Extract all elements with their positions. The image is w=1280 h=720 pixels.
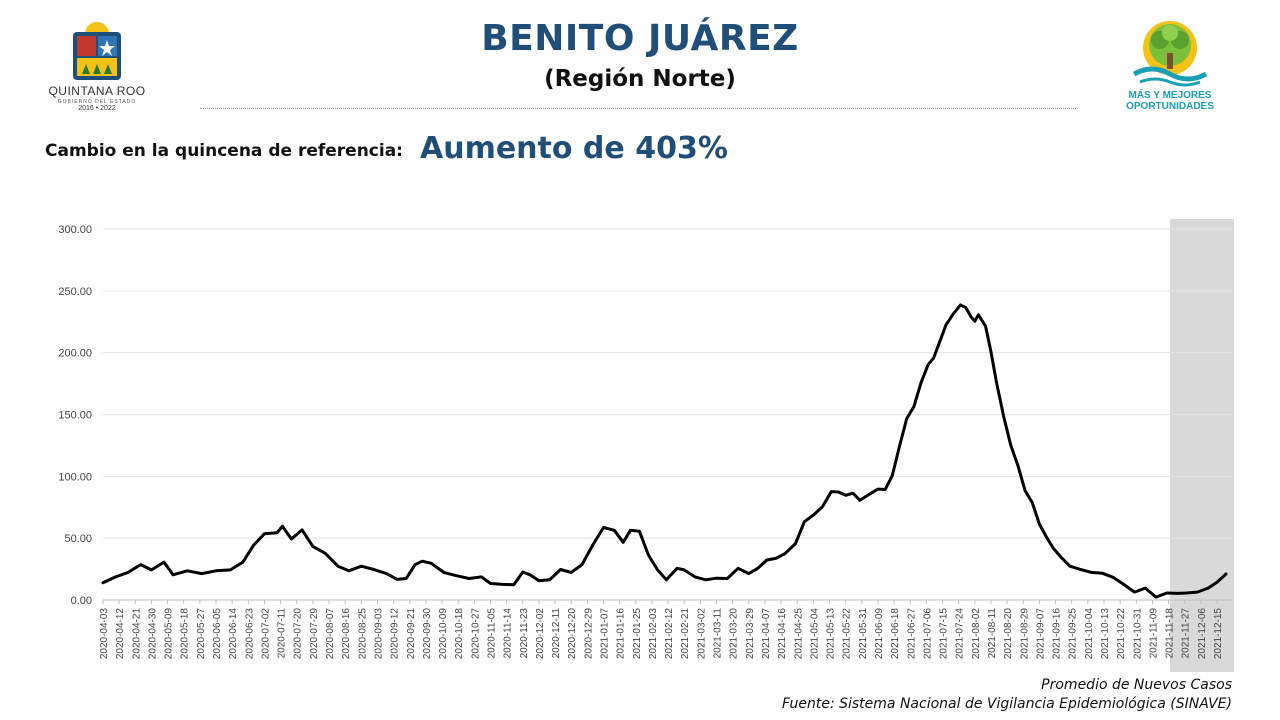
x-tick-label: 2021-01-07 (600, 608, 611, 660)
x-tick-label: 2021-02-21 (680, 608, 691, 660)
x-tick-label: 2020-09-03 (373, 608, 384, 660)
reference-period-highlight (1169, 219, 1234, 672)
x-tick-label: 2020-12-20 (567, 608, 578, 660)
x-tick-label: 2021-08-02 (971, 608, 982, 660)
x-tick-label: 2021-08-20 (1003, 608, 1014, 660)
logo-left-years: 2016 • 2022 (78, 105, 116, 112)
x-tick-label: 2020-05-09 (164, 608, 175, 660)
x-tick-label: 2020-08-07 (325, 608, 336, 660)
x-tick-label: 2020-04-03 (99, 608, 110, 660)
x-tick-label: 2021-03-11 (713, 608, 724, 659)
x-tick-label: 2021-09-25 (1068, 608, 1079, 660)
x-tick-label: 2021-09-16 (1052, 608, 1063, 660)
x-tick-label: 2020-10-18 (454, 608, 465, 660)
x-tick-label: 2020-11-23 (519, 608, 530, 659)
x-tick-label: 2020-04-21 (131, 608, 142, 660)
x-tick-label: 2020-08-25 (357, 608, 368, 660)
y-tick-label: 200.00 (58, 348, 92, 360)
y-tick-label: 300.00 (58, 224, 92, 236)
x-tick-label: 2020-04-12 (115, 608, 126, 660)
mas-y-mejores-oportunidades-logo: MÁS Y MEJORES OPORTUNIDADES (1120, 18, 1232, 114)
x-tick-label: 2020-09-12 (390, 608, 401, 660)
x-axis: 2020-04-03 2020-04-12 2020-04-21 2020-04-30… (99, 600, 1224, 659)
x-tick-label: 2021-04-25 (793, 608, 804, 660)
x-tick-label: 2021-09-07 (1035, 608, 1046, 660)
x-tick-label: 2020-09-21 (406, 608, 417, 660)
x-tick-label: 2021-05-22 (842, 608, 853, 660)
change-label: Cambio en la quincena de referencia: (45, 141, 403, 161)
change-value: Aumento de 403% (420, 131, 728, 166)
x-tick-label: 2021-12-06 (1197, 608, 1208, 660)
x-tick-label: 2021-07-24 (955, 608, 966, 660)
x-tick-label: 2021-06-09 (874, 608, 885, 660)
logo-left-tagline: GOBIERNO DEL ESTADO (57, 99, 137, 105)
x-tick-label: 2021-10-13 (1100, 608, 1111, 660)
x-tick-label: 2021-06-27 (906, 608, 917, 660)
x-tick-label: 2020-06-14 (228, 608, 239, 660)
x-tick-label: 2021-03-02 (696, 608, 707, 660)
x-tick-label: 2020-07-11 (277, 608, 288, 659)
x-tick-label: 2021-07-15 (939, 608, 950, 660)
y-tick-label: 50.00 (64, 533, 92, 545)
source-note: Fuente: Sistema Nacional de Vigilancia E… (782, 696, 1232, 712)
tree-emblem-icon (1132, 21, 1208, 87)
x-tick-label: 2021-04-07 (761, 608, 772, 660)
page-title: BENITO JUÁREZ (481, 18, 799, 59)
x-tick-label: 2020-05-27 (196, 608, 207, 660)
x-tick-label: 2021-02-03 (648, 608, 659, 660)
y-tick-label: 0.00 (71, 595, 92, 607)
y-tick-label: 150.00 (58, 410, 92, 422)
x-tick-label: 2021-05-31 (858, 608, 869, 660)
x-tick-label: 2021-08-29 (1019, 608, 1030, 660)
x-tick-label: 2021-11-18 (1165, 608, 1176, 659)
x-tick-label: 2020-11-14 (503, 608, 514, 659)
x-tick-label: 2021-11-09 (1148, 608, 1159, 659)
x-tick-label: 2020-10-27 (470, 608, 481, 660)
y-tick-label: 250.00 (58, 286, 92, 298)
gridlines (103, 228, 1232, 601)
x-tick-label: 2020-07-29 (309, 608, 320, 660)
x-tick-label: 2020-06-23 (244, 608, 255, 660)
x-tick-label: 2020-12-29 (583, 608, 594, 660)
x-tick-label: 2020-08-16 (341, 608, 352, 660)
x-tick-label: 2021-04-16 (777, 608, 788, 660)
x-tick-label: 2020-07-20 (293, 608, 304, 660)
quintana-roo-logo: QUINTANA ROO GOBIERNO DEL ESTADO 2016 • … (42, 18, 152, 114)
x-tick-label: 2021-01-25 (632, 608, 643, 660)
page-subtitle: (Región Norte) (544, 66, 736, 92)
x-tick-label: 2020-06-05 (212, 608, 223, 660)
x-tick-label: 2020-12-11 (551, 608, 562, 659)
x-tick-label: 2021-06-18 (890, 608, 901, 660)
x-tick-label: 2021-02-12 (664, 608, 675, 660)
x-tick-label: 2021-10-31 (1132, 608, 1143, 660)
x-tick-label: 2021-10-04 (1084, 608, 1095, 660)
x-tick-label: 2021-01-16 (616, 608, 627, 660)
x-tick-label: 2020-10-09 (438, 608, 449, 660)
x-tick-label: 2020-09-30 (422, 608, 433, 660)
x-tick-label: 2021-05-04 (809, 608, 820, 660)
x-tick-label: 2021-10-22 (1116, 608, 1127, 660)
header-divider (200, 108, 1076, 109)
x-tick-label: 2021-08-11 (987, 608, 998, 659)
x-tick-label: 2020-05-18 (180, 608, 191, 660)
new-cases-line (101, 303, 1228, 599)
x-tick-label: 2021-11-27 (1181, 608, 1192, 659)
x-tick-label: 2021-03-29 (745, 608, 756, 660)
series-label: Promedio de Nuevos Casos (1041, 677, 1232, 693)
y-tick-label: 100.00 (58, 471, 92, 483)
x-tick-label: 2021-05-13 (826, 608, 837, 660)
x-tick-label: 2021-07-06 (922, 608, 933, 660)
x-tick-label: 2020-12-02 (535, 608, 546, 660)
x-tick-label: 2021-12-15 (1213, 608, 1224, 660)
x-tick-label: 2020-07-02 (260, 608, 271, 660)
x-tick-label: 2020-04-30 (147, 608, 158, 660)
logo-right-line2: OPORTUNIDADES (1126, 101, 1214, 112)
y-axis: 0.00 50.00 100.00 150.00 200.00 250.00 300.00 (58, 224, 92, 607)
x-tick-label: 2021-03-20 (729, 608, 740, 660)
coat-of-arms-icon (73, 22, 121, 80)
logo-right-line1: MÁS Y MEJORES (1128, 90, 1212, 101)
logo-left-name: QUINTANA ROO (48, 84, 146, 98)
x-tick-label: 2020-11-05 (486, 608, 497, 659)
